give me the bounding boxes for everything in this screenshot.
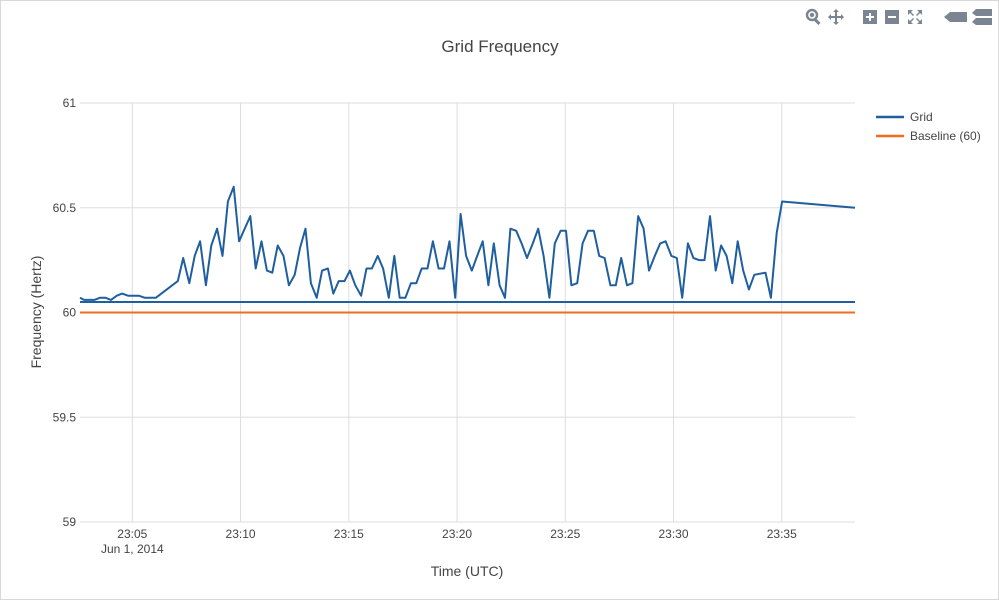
x-tick-label: 23:15 (334, 527, 364, 541)
x-tick-label: 23:30 (659, 527, 689, 541)
y-tick-label: 61 (63, 96, 77, 110)
x-tick-label: 23:35 (767, 527, 797, 541)
series-layer (79, 185, 856, 314)
hover-compare-icon[interactable] (971, 8, 993, 26)
legend-label: Baseline (60) (910, 129, 981, 143)
legend-label: Grid (910, 110, 933, 124)
y-tick-label: 60 (63, 306, 77, 320)
autoscale-icon[interactable] (906, 8, 924, 26)
y-tick-label: 59 (63, 515, 77, 529)
pan-icon[interactable] (827, 8, 845, 26)
y-axis-title: Frequency (Hertz) (28, 256, 44, 369)
zoom-in-icon[interactable] (861, 8, 879, 26)
hover-closest-icon[interactable] (941, 8, 969, 26)
x-tick-label: 23:25 (550, 527, 580, 541)
series-line-grid (79, 185, 856, 301)
zoom-out-icon[interactable] (883, 8, 901, 26)
zoom-icon[interactable] (805, 8, 823, 26)
y-tick-label: 60.5 (53, 201, 77, 215)
x-axis-title: Time (UTC) (431, 563, 504, 579)
x-tick-label: 23:10 (226, 527, 256, 541)
chart-title: Grid Frequency (441, 37, 559, 56)
legend: Grid Baseline (60) (876, 110, 981, 143)
x-tick-label: 23:20 (442, 527, 472, 541)
x-tick-label: 23:05 (117, 527, 147, 541)
x-tick-date-label: Jun 1, 2014 (101, 542, 164, 556)
y-tick-label: 59.5 (53, 410, 77, 424)
chart-toolbar (805, 8, 995, 26)
